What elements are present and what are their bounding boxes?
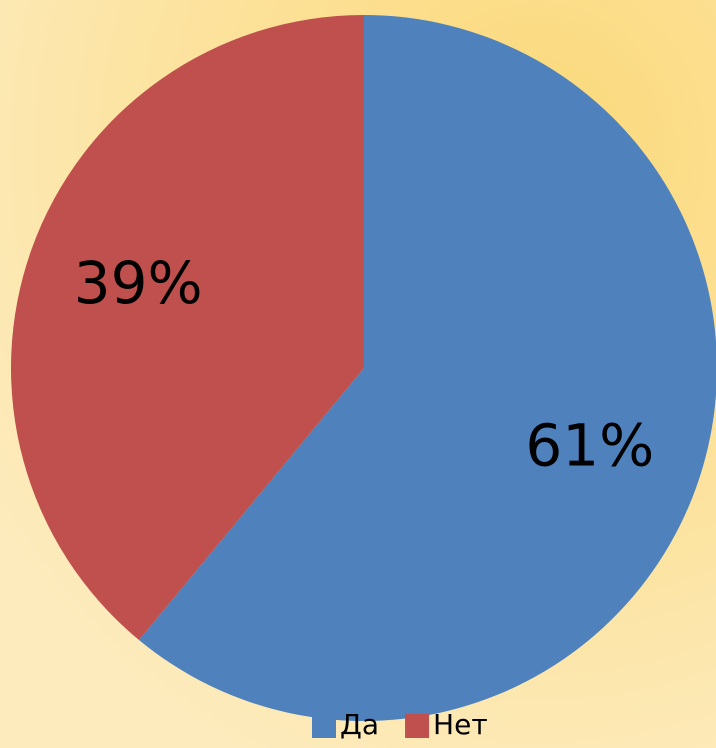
legend-swatch xyxy=(405,714,430,738)
pie-slice xyxy=(11,15,364,640)
legend-label: Да xyxy=(340,708,379,741)
data-label: 39% xyxy=(74,249,203,317)
legend-swatch xyxy=(312,714,336,738)
data-label: 61% xyxy=(525,411,654,479)
legend-label: Нет xyxy=(433,708,488,741)
pie-slice xyxy=(138,15,716,721)
